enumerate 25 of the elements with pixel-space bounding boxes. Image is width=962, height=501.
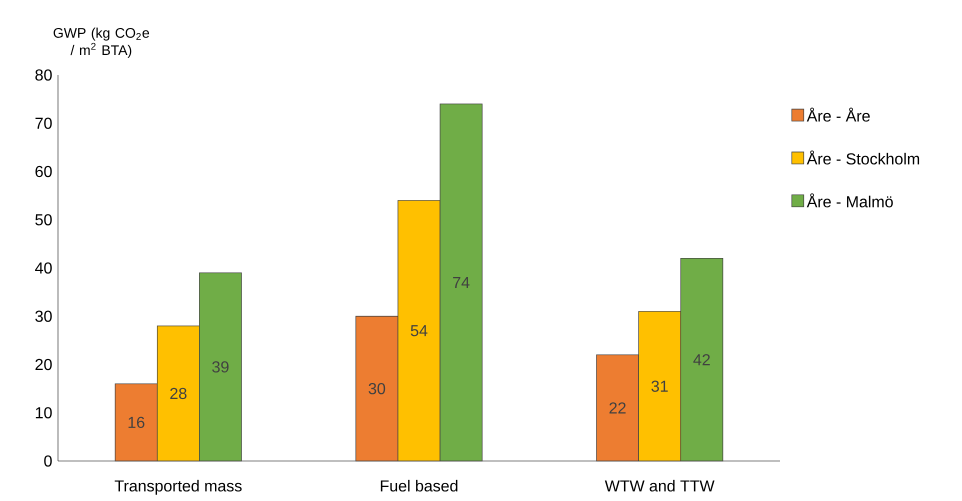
data-label: 54 [410,325,428,336]
y-tick-label: 60 [36,166,52,178]
text: GWP (kg CO$_{2}$e / m$^{2}$ BTA) [54,28,150,58]
y-tick-label: 40 [35,262,52,274]
legend-label: Åre - Stockholm [806,150,920,165]
y-tick-label: 10 [36,407,52,418]
y-tick-label: 0 [44,455,52,467]
x-tick-label: Fuel based [380,480,458,492]
y-tick-label: 20 [35,358,52,370]
legend-label: Åre - Malmö [806,193,893,208]
data-label: 22 [609,402,626,414]
y-tick-label: 50 [35,214,52,226]
data-label: 31 [651,380,668,392]
data-label: 28 [170,388,186,400]
y-tick-label: 70 [36,118,52,129]
y-tick-label: 30 [35,310,52,322]
data-label: 39 [212,361,229,373]
data-label: 74 [453,277,470,288]
x-tick-label: Transported mass [114,480,242,495]
y-tick-label: 80 [35,69,52,81]
data-label: 16 [128,416,144,428]
data-label: 30 [368,382,386,394]
data-label: 42 [693,354,710,366]
legend-label: Åre - Åre [806,108,870,122]
x-tick-label: WTW and TTW [604,480,714,492]
